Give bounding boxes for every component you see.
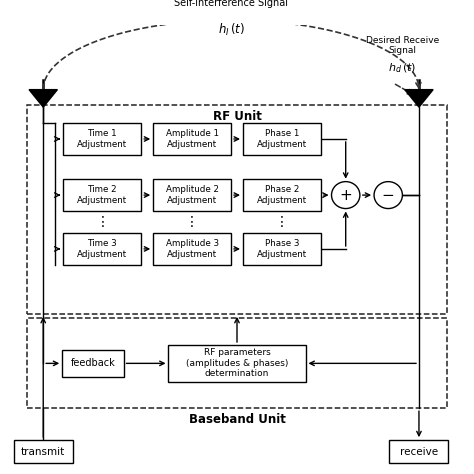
Text: Desired Receive
Signal: Desired Receive Signal <box>366 36 439 55</box>
Circle shape <box>331 182 360 209</box>
Text: Phase 3
Adjustment: Phase 3 Adjustment <box>257 239 307 259</box>
Polygon shape <box>29 90 57 107</box>
Text: transmit: transmit <box>21 447 65 457</box>
Text: Self-interference Signal: Self-interference Signal <box>174 0 288 8</box>
Text: −: − <box>382 188 395 202</box>
Text: RF parameters
(amplitudes & phases)
determination: RF parameters (amplitudes & phases) dete… <box>186 348 288 378</box>
Text: $h_I\,(t)$: $h_I\,(t)$ <box>218 22 245 38</box>
FancyBboxPatch shape <box>64 179 141 211</box>
FancyBboxPatch shape <box>243 233 321 265</box>
FancyBboxPatch shape <box>153 233 231 265</box>
Text: feedback: feedback <box>71 358 115 368</box>
Text: Amplitude 1
Adjustment: Amplitude 1 Adjustment <box>165 129 219 149</box>
Text: $h_d\,(t)$: $h_d\,(t)$ <box>388 62 417 75</box>
Text: receive: receive <box>400 447 438 457</box>
Text: ⋮: ⋮ <box>185 215 199 229</box>
Text: Amplitude 3
Adjustment: Amplitude 3 Adjustment <box>165 239 219 259</box>
Circle shape <box>374 182 402 209</box>
Text: Amplitude 2
Adjustment: Amplitude 2 Adjustment <box>165 185 219 205</box>
FancyBboxPatch shape <box>243 179 321 211</box>
FancyBboxPatch shape <box>153 179 231 211</box>
FancyBboxPatch shape <box>153 123 231 155</box>
FancyBboxPatch shape <box>390 440 448 464</box>
Text: Phase 1
Adjustment: Phase 1 Adjustment <box>257 129 307 149</box>
FancyBboxPatch shape <box>64 233 141 265</box>
Text: ⋮: ⋮ <box>95 215 109 229</box>
Text: Time 1
Adjustment: Time 1 Adjustment <box>77 129 128 149</box>
FancyBboxPatch shape <box>243 123 321 155</box>
Text: Time 2
Adjustment: Time 2 Adjustment <box>77 185 128 205</box>
Bar <box>27 319 447 408</box>
FancyBboxPatch shape <box>168 345 306 382</box>
Text: ⋮: ⋮ <box>275 215 289 229</box>
Text: Baseband Unit: Baseband Unit <box>189 413 285 426</box>
Text: Phase 2
Adjustment: Phase 2 Adjustment <box>257 185 307 205</box>
Text: Time 3
Adjustment: Time 3 Adjustment <box>77 239 128 259</box>
Bar <box>27 105 447 314</box>
Text: RF Unit: RF Unit <box>212 110 262 123</box>
FancyBboxPatch shape <box>14 440 73 464</box>
FancyBboxPatch shape <box>64 123 141 155</box>
Polygon shape <box>405 90 433 107</box>
FancyBboxPatch shape <box>62 350 124 377</box>
Text: +: + <box>339 188 352 202</box>
